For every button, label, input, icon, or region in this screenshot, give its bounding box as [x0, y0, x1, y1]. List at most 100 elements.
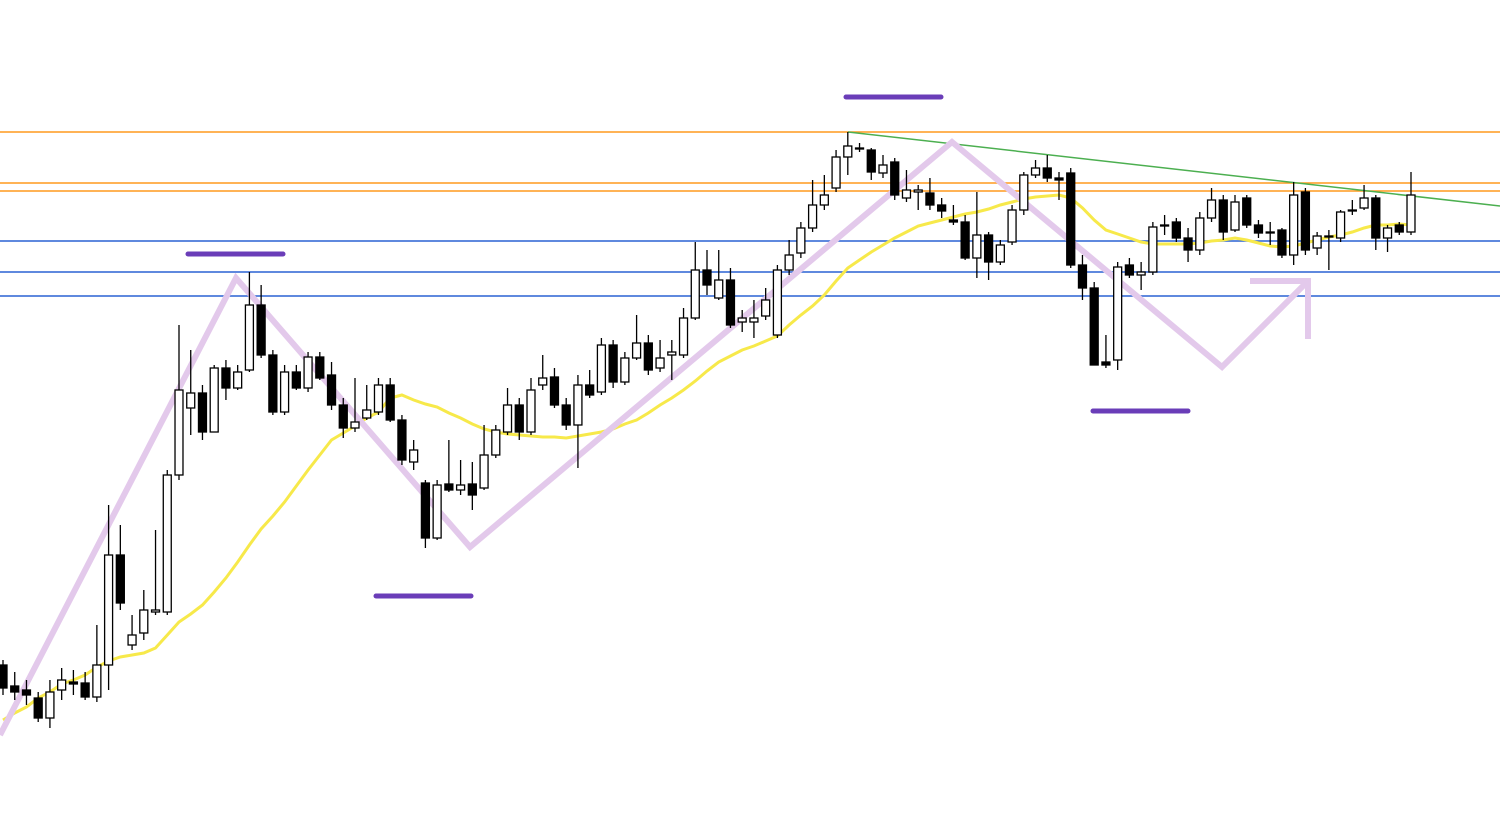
candle-body: [538, 377, 548, 386]
candle-body: [233, 371, 243, 389]
candle-body: [948, 219, 959, 223]
candle-body: [1101, 361, 1111, 366]
candle-body: [1289, 194, 1299, 256]
candle-body: [45, 691, 55, 719]
candle-body: [831, 156, 841, 189]
candle-body: [1171, 221, 1181, 239]
candle-body: [479, 454, 489, 489]
candle-body: [502, 404, 513, 433]
candle-body: [491, 429, 501, 456]
candle-body: [1206, 199, 1217, 219]
candle-body: [21, 689, 32, 696]
candle-body: [1218, 199, 1228, 233]
candle-body: [444, 483, 454, 491]
candle-body: [244, 304, 255, 371]
candle-body: [937, 204, 947, 212]
candle-body: [643, 342, 653, 371]
candle-body: [68, 681, 79, 685]
candle-body: [1253, 224, 1264, 234]
candle-body: [397, 419, 407, 461]
candle-body: [1159, 224, 1170, 227]
candle-body: [1382, 227, 1393, 239]
candle-body: [268, 354, 278, 413]
candle-body: [702, 269, 712, 286]
candle-body: [80, 682, 90, 698]
candle-body: [326, 374, 337, 406]
candle-body: [573, 384, 583, 426]
candle-body: [362, 409, 372, 419]
candle-body: [784, 254, 794, 271]
candle-body: [10, 685, 20, 693]
candle-body: [807, 204, 818, 229]
candle-body: [819, 194, 829, 206]
candle-body: [714, 279, 724, 299]
candle-body: [350, 421, 360, 429]
candle-body: [92, 664, 102, 698]
candle-body: [1324, 235, 1334, 238]
candle-body: [549, 376, 560, 406]
candle-body: [1406, 194, 1416, 233]
candle-body: [608, 344, 618, 383]
candle-body: [890, 161, 900, 196]
candle-body: [1230, 201, 1240, 231]
candle-body: [761, 299, 771, 317]
candle-body: [420, 482, 431, 539]
candle-body: [678, 317, 689, 356]
candle-body: [1042, 167, 1052, 179]
candle-body: [291, 371, 301, 389]
candle-body: [960, 221, 970, 259]
candle-body: [432, 484, 442, 539]
candle-body: [972, 234, 982, 259]
candle-body: [221, 367, 231, 389]
candle-body: [1030, 167, 1041, 176]
candle-body: [279, 371, 290, 413]
candle-body: [878, 164, 888, 174]
candle-body: [139, 609, 149, 634]
candle-body: [1148, 226, 1158, 273]
candle-body: [150, 609, 161, 613]
candle-body: [1136, 271, 1146, 276]
candle-body: [1124, 264, 1135, 276]
candle-body: [843, 145, 853, 158]
candle-body: [1019, 174, 1029, 211]
candle-body: [174, 389, 184, 476]
candle-body: [338, 404, 348, 429]
candle-body: [1359, 197, 1369, 209]
candle-body: [467, 483, 477, 496]
candle-body: [162, 474, 172, 613]
candle-body: [409, 449, 419, 463]
wave-path: [0, 138, 1311, 737]
candle-body: [1277, 229, 1287, 256]
candle-body: [596, 344, 607, 393]
candle-body: [655, 357, 665, 369]
levels: [0, 131, 1500, 297]
candle-body: [901, 189, 912, 199]
candle-body: [1300, 191, 1311, 251]
candle-body: [561, 404, 571, 426]
candle-body: [115, 554, 125, 604]
candle-body: [103, 554, 114, 666]
candle-body: [57, 679, 67, 691]
candle-body: [1054, 177, 1064, 181]
candle-body: [725, 279, 736, 326]
candle-body: [1394, 224, 1404, 233]
candle-body: [303, 356, 313, 389]
candle-body: [995, 244, 1005, 263]
candle-body: [925, 192, 935, 206]
candle-body: [631, 342, 642, 359]
candle-body: [1007, 209, 1017, 243]
candle-body: [796, 227, 806, 254]
candle-body: [983, 234, 994, 263]
candle-body: [854, 147, 865, 150]
candle-body: [585, 384, 595, 396]
candle-body: [1113, 266, 1123, 361]
candle-body: [209, 367, 219, 433]
candle-body: [737, 317, 747, 323]
moving-average: [2, 193, 1412, 722]
candles: [0, 132, 1416, 728]
candle-body: [1335, 211, 1346, 239]
candle-body: [1371, 197, 1381, 239]
candle-body: [33, 697, 43, 719]
